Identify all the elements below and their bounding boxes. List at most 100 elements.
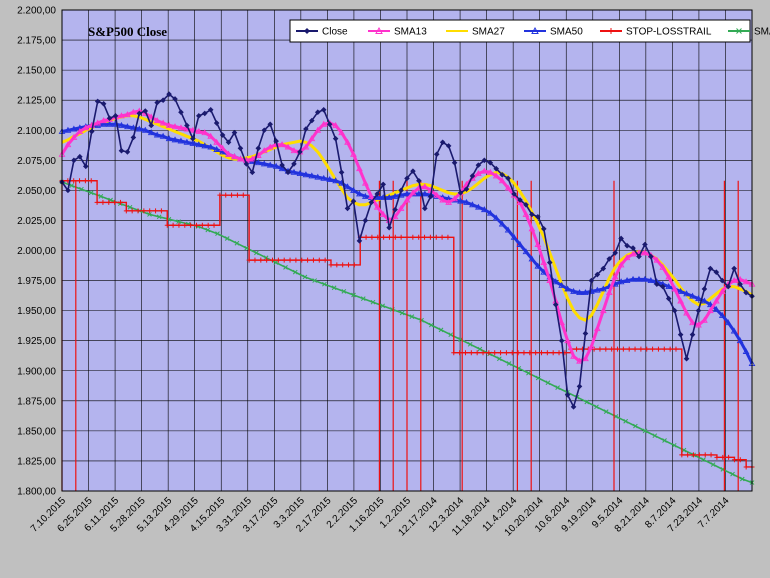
data-point <box>730 277 738 284</box>
data-point <box>599 307 607 314</box>
data-point <box>264 257 270 263</box>
data-point <box>77 153 83 160</box>
data-point <box>599 285 607 292</box>
data-point <box>416 177 422 184</box>
data-point <box>701 286 708 292</box>
legend-label: SMA13 <box>394 27 427 38</box>
data-point <box>213 138 221 145</box>
data-point <box>156 214 162 220</box>
legend-marker <box>531 26 539 34</box>
data-point <box>515 350 521 356</box>
data-point <box>170 222 176 228</box>
data-point <box>544 350 550 356</box>
data-point <box>492 350 498 356</box>
y-tick-label: 2.050,00 <box>17 186 56 197</box>
data-point <box>76 127 84 134</box>
data-point <box>82 178 88 184</box>
data-point <box>451 350 457 356</box>
data-point <box>552 301 559 308</box>
series-sma50 <box>58 120 756 366</box>
data-point <box>613 414 619 419</box>
data-point <box>225 150 232 157</box>
data-point <box>130 108 137 115</box>
data-point <box>667 346 673 352</box>
data-point <box>421 190 429 197</box>
data-point <box>574 346 580 352</box>
data-point <box>94 199 100 205</box>
data-point <box>597 346 603 352</box>
legend-label: SMA27 <box>472 27 505 38</box>
data-point <box>552 278 560 285</box>
data-point <box>326 176 334 183</box>
data-point <box>190 135 196 142</box>
data-point <box>555 385 560 390</box>
data-point <box>528 225 536 232</box>
data-point <box>540 259 548 265</box>
data-point <box>541 226 547 232</box>
data-point <box>195 141 203 148</box>
data-point <box>665 295 672 302</box>
data-point <box>540 268 548 275</box>
data-point <box>617 278 625 285</box>
data-point <box>147 208 153 214</box>
data-point <box>326 121 333 128</box>
data-point <box>231 153 238 160</box>
data-point <box>368 199 375 206</box>
data-point <box>94 98 101 105</box>
data-point <box>469 173 476 179</box>
data-point <box>164 222 170 228</box>
legend-item-stop-losstrail: STOP-LOSSTRAIL <box>600 27 712 38</box>
data-point <box>117 199 123 205</box>
data-point <box>171 123 179 130</box>
data-point <box>708 452 714 458</box>
y-tick-label: 2.150,00 <box>17 66 56 77</box>
y-tick-label: 1.850,00 <box>17 426 56 437</box>
data-point <box>153 117 161 124</box>
y-tick-label: 2.100,00 <box>17 126 56 137</box>
data-point <box>677 287 684 294</box>
data-point <box>351 262 357 268</box>
legend-item-sma200: SMA200 <box>728 27 770 38</box>
data-point <box>546 277 554 284</box>
data-point <box>305 257 311 263</box>
data-point <box>296 170 304 176</box>
data-point <box>332 177 339 184</box>
data-point <box>671 307 678 314</box>
data-point <box>373 203 381 210</box>
data-point <box>263 255 269 261</box>
data-point <box>316 257 322 263</box>
data-point <box>64 141 72 148</box>
data-point <box>486 350 492 356</box>
data-point <box>410 234 416 240</box>
data-point <box>594 271 601 278</box>
data-point <box>112 199 118 205</box>
data-point <box>320 107 327 113</box>
data-point <box>118 147 125 154</box>
data-point <box>292 269 298 275</box>
data-point <box>340 262 346 268</box>
data-point <box>510 233 518 240</box>
data-point <box>535 375 541 381</box>
data-point <box>718 287 726 294</box>
data-point <box>278 165 286 172</box>
data-point <box>234 240 240 246</box>
data-point <box>159 132 167 139</box>
data-point <box>445 198 453 205</box>
data-point <box>98 194 104 199</box>
data-point <box>538 350 544 356</box>
data-point <box>661 346 667 352</box>
data-point <box>409 314 415 319</box>
data-point <box>314 109 321 116</box>
data-point <box>439 139 446 146</box>
data-point <box>130 124 137 131</box>
data-point <box>736 337 744 344</box>
data-point <box>136 110 143 117</box>
data-point <box>135 125 143 132</box>
data-point <box>691 452 697 458</box>
data-point <box>696 452 702 458</box>
data-point <box>570 287 577 294</box>
data-point <box>665 283 673 290</box>
data-point <box>615 346 621 352</box>
data-point <box>498 177 506 184</box>
data-point <box>82 124 90 131</box>
